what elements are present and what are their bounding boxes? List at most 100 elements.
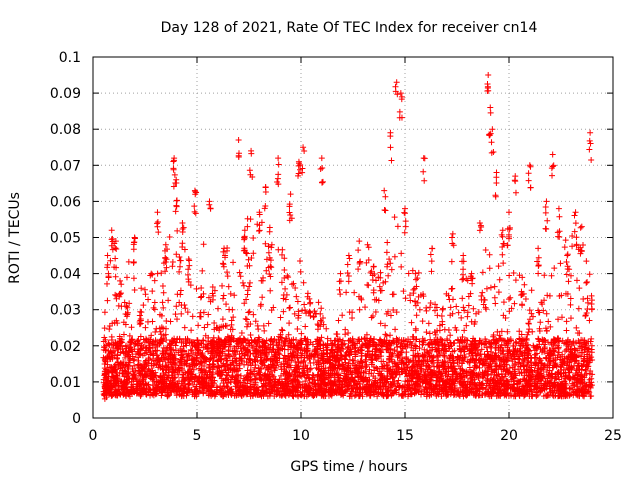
data-point	[440, 305, 447, 312]
data-point	[588, 379, 595, 386]
data-point	[426, 330, 433, 337]
data-point	[558, 367, 565, 374]
data-point	[405, 377, 412, 384]
data-point	[327, 356, 334, 363]
data-point	[432, 331, 439, 338]
data-point	[362, 304, 369, 311]
data-point	[161, 350, 168, 357]
data-point	[342, 353, 349, 360]
data-point	[383, 310, 390, 317]
data-point	[272, 359, 279, 366]
data-point	[205, 294, 212, 301]
data-point	[510, 352, 517, 359]
data-point	[277, 331, 284, 338]
data-point	[209, 379, 216, 386]
data-point	[298, 392, 305, 399]
data-point	[368, 314, 375, 321]
data-point	[109, 392, 116, 399]
data-point	[487, 343, 494, 350]
data-point	[136, 377, 143, 384]
data-point	[346, 337, 353, 344]
data-point	[173, 347, 180, 354]
data-point	[530, 344, 537, 351]
data-point	[221, 383, 228, 390]
data-point	[233, 337, 240, 344]
data-point	[350, 357, 357, 364]
data-point	[145, 296, 152, 303]
data-point	[433, 383, 440, 390]
data-point	[280, 308, 287, 315]
data-point	[180, 343, 187, 350]
data-point	[286, 320, 293, 327]
data-point	[568, 341, 575, 348]
data-point	[566, 375, 573, 382]
data-point	[547, 389, 554, 396]
data-point	[158, 331, 165, 338]
data-point	[282, 340, 289, 347]
data-point	[564, 291, 571, 298]
data-point	[159, 299, 166, 306]
data-point	[112, 273, 119, 280]
data-point	[511, 356, 518, 363]
data-point	[172, 355, 179, 362]
data-point	[495, 263, 502, 270]
data-point	[135, 337, 142, 344]
data-point	[237, 273, 244, 280]
data-point	[546, 292, 553, 299]
data-point	[387, 260, 394, 267]
data-point	[155, 364, 162, 371]
data-point	[383, 337, 390, 344]
data-point	[412, 327, 419, 334]
data-point	[292, 372, 299, 379]
data-point	[511, 366, 518, 373]
data-point	[246, 308, 253, 315]
data-point	[176, 263, 183, 270]
data-point	[447, 384, 454, 391]
data-point	[582, 312, 589, 319]
data-point	[518, 350, 525, 357]
data-point	[143, 349, 150, 356]
data-point	[295, 312, 302, 319]
data-point	[352, 353, 359, 360]
data-point	[433, 304, 440, 311]
data-point	[378, 339, 385, 346]
data-point	[470, 392, 477, 399]
data-point	[140, 302, 147, 309]
data-point	[554, 354, 561, 361]
data-point	[163, 264, 170, 271]
data-point	[347, 365, 354, 372]
data-point	[565, 278, 572, 285]
data-point	[195, 322, 202, 329]
data-point	[200, 344, 207, 351]
data-point	[318, 305, 325, 312]
data-point	[276, 351, 283, 358]
data-point	[149, 356, 156, 363]
data-point	[106, 326, 113, 333]
data-point	[211, 287, 218, 294]
data-point	[347, 390, 354, 397]
data-point	[572, 370, 579, 377]
data-point	[398, 263, 405, 270]
data-point	[390, 307, 397, 314]
data-point	[201, 324, 208, 331]
data-point	[494, 338, 501, 345]
data-point	[464, 313, 471, 320]
data-point	[294, 326, 301, 333]
data-point	[158, 270, 165, 277]
data-point	[370, 373, 377, 380]
data-point	[402, 342, 409, 349]
data-point	[463, 343, 470, 350]
data-point	[231, 344, 238, 351]
data-point	[339, 354, 346, 361]
data-point	[557, 353, 564, 360]
data-point	[275, 343, 282, 350]
data-point	[383, 346, 390, 353]
data-point	[168, 338, 175, 345]
data-point	[589, 371, 596, 378]
data-point	[251, 357, 258, 364]
data-point	[561, 385, 568, 392]
data-point	[216, 364, 223, 371]
data-point	[279, 327, 286, 334]
data-point	[512, 372, 519, 379]
data-point	[393, 367, 400, 374]
